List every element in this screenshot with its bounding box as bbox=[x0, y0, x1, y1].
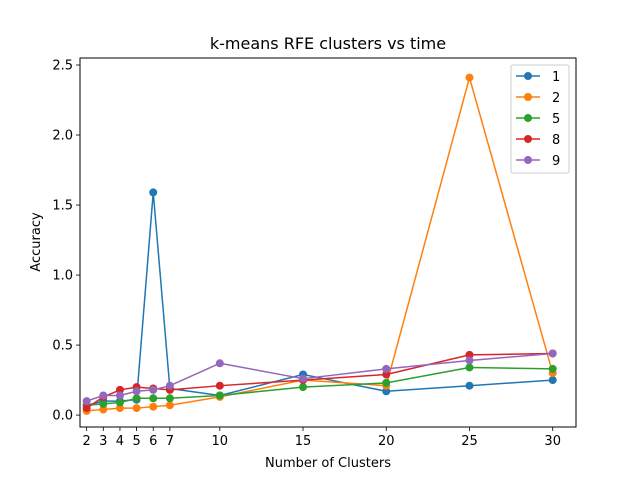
axes-frame bbox=[79, 57, 577, 428]
y-axis-ticks: 0.0 0.5 1.0 1.5 2.0 2.5 bbox=[52, 59, 80, 424]
data-point bbox=[149, 385, 158, 394]
data-point bbox=[165, 401, 174, 410]
chart-title: k-means RFE clusters vs time bbox=[210, 34, 446, 53]
data-point bbox=[99, 399, 108, 408]
data-point bbox=[132, 404, 141, 413]
legend-marker bbox=[524, 156, 532, 164]
series-5 bbox=[82, 363, 557, 410]
data-point bbox=[82, 397, 91, 406]
legend-frame bbox=[510, 64, 570, 174]
data-point bbox=[149, 394, 158, 403]
data-point bbox=[548, 364, 557, 373]
legend-item-2: 2 bbox=[516, 91, 560, 106]
x-tick-label: 6 bbox=[149, 434, 157, 449]
data-point bbox=[215, 381, 224, 390]
legend-marker bbox=[524, 114, 532, 122]
x-tick-label: 20 bbox=[378, 434, 395, 449]
legend-item-1: 1 bbox=[516, 70, 560, 85]
x-tick-label: 4 bbox=[116, 434, 124, 449]
x-tick-label: 3 bbox=[99, 434, 107, 449]
x-axis-label: Number of Clusters bbox=[265, 456, 391, 471]
data-point bbox=[132, 394, 141, 403]
data-point bbox=[465, 73, 474, 82]
data-point bbox=[149, 402, 158, 411]
y-tick-label: 0.5 bbox=[52, 339, 73, 354]
data-point bbox=[165, 394, 174, 403]
data-point bbox=[215, 391, 224, 400]
y-tick-label: 1.0 bbox=[52, 269, 73, 284]
y-tick-label: 1.5 bbox=[52, 199, 73, 214]
legend-item-8: 8 bbox=[516, 133, 560, 148]
x-tick-label: 5 bbox=[132, 434, 140, 449]
series-9 bbox=[82, 349, 557, 406]
data-point bbox=[465, 356, 474, 365]
data-point bbox=[382, 370, 391, 379]
y-tick-label: 0.0 bbox=[52, 409, 73, 424]
data-point bbox=[115, 385, 124, 394]
legend-label: 8 bbox=[552, 133, 560, 148]
data-point bbox=[465, 363, 474, 372]
y-tick-label: 2.0 bbox=[52, 129, 73, 144]
data-point bbox=[99, 405, 108, 414]
data-point bbox=[299, 383, 308, 392]
data-point bbox=[115, 391, 124, 400]
legend-item-5: 5 bbox=[516, 112, 560, 127]
data-point bbox=[115, 398, 124, 407]
data-point bbox=[165, 381, 174, 390]
legend-label: 5 bbox=[552, 112, 560, 127]
x-tick-label: 30 bbox=[544, 434, 561, 449]
data-point bbox=[382, 387, 391, 396]
legend-item-9: 9 bbox=[516, 154, 560, 169]
data-point bbox=[215, 359, 224, 368]
data-point bbox=[548, 349, 557, 358]
x-tick-label: 15 bbox=[295, 434, 312, 449]
x-tick-label: 10 bbox=[212, 434, 229, 449]
data-point bbox=[82, 404, 91, 413]
series-layer bbox=[82, 73, 557, 415]
data-point bbox=[548, 376, 557, 385]
data-point bbox=[99, 391, 108, 400]
data-point bbox=[299, 374, 308, 383]
legend-marker bbox=[524, 135, 532, 143]
x-tick-label: 2 bbox=[83, 434, 91, 449]
legend-marker bbox=[524, 93, 532, 101]
data-point bbox=[149, 188, 158, 197]
legend-marker bbox=[524, 72, 532, 80]
data-point bbox=[132, 387, 141, 396]
y-tick-label: 2.5 bbox=[52, 59, 73, 74]
x-tick-label: 25 bbox=[461, 434, 478, 449]
legend: 1 2 5 8 9 bbox=[510, 64, 570, 174]
legend-label: 1 bbox=[552, 70, 560, 85]
plot-area: 2 3 4 5 6 7 10 15 20 25 30 0.00.51.01.52.02.5 bbox=[52, 57, 577, 449]
y-axis-label: Accuracy bbox=[29, 212, 44, 272]
data-point bbox=[465, 381, 474, 390]
x-tick-label: 7 bbox=[166, 434, 174, 449]
legend-label: 9 bbox=[552, 154, 560, 169]
legend-label: 2 bbox=[552, 91, 560, 106]
data-point bbox=[465, 350, 474, 359]
x-axis-ticks: 2 3 4 5 6 7 10 15 20 25 30 bbox=[83, 427, 561, 449]
data-point bbox=[115, 404, 124, 413]
data-point bbox=[382, 364, 391, 373]
data-point bbox=[382, 378, 391, 387]
